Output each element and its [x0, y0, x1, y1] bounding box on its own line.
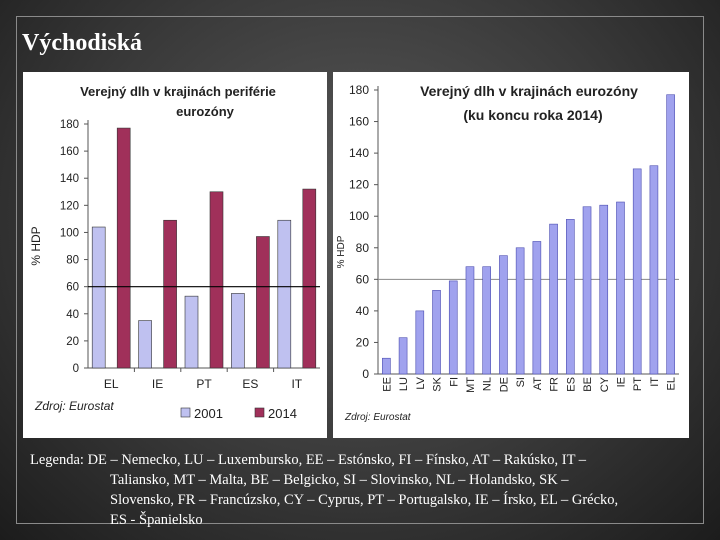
y-tick-label: 20: [66, 336, 79, 348]
bar-2001-IE: [138, 320, 152, 369]
x-tick-label: BE: [582, 377, 594, 392]
y-axis-label: % HDP: [336, 235, 347, 268]
x-tick-label: IT: [291, 377, 302, 391]
chart-title-line: (ku koncu roka 2014): [463, 107, 602, 123]
bar-2001-PT: [184, 295, 199, 369]
chart-periphery: Verejný dlh v krajinách periférie eurozón…: [29, 84, 320, 421]
y-tick-label: 120: [60, 200, 79, 212]
x-tick-label: IT: [649, 377, 661, 387]
y-tick-label: 40: [356, 304, 370, 318]
bar-SK: [432, 290, 441, 375]
slide-title: Východiská: [22, 30, 143, 56]
legend-text: Legenda: DE – Nemecko, LU – Luxembursko,…: [30, 450, 695, 530]
x-tick-label: LV: [415, 376, 427, 389]
bar-FR: [549, 223, 558, 375]
bar-2001-ES: [231, 293, 245, 369]
y-tick-label: 160: [60, 146, 79, 158]
bar-2014-PT: [209, 191, 224, 369]
bar-2014-ES: [256, 236, 270, 369]
chart-eurozone: Verejný dlh v krajinách eurozóny (ku konc…: [336, 83, 679, 423]
bar-NL: [482, 266, 491, 375]
x-tick-label: PT: [196, 377, 212, 391]
legend-line: Legenda: DE – Nemecko, LU – Luxembursko,…: [30, 452, 587, 468]
x-tick-label: FR: [549, 377, 561, 392]
legend-line: ES - Španielsko: [110, 512, 203, 528]
slide-frame: [16, 16, 704, 524]
chart-title-line: Verejný dlh v krajinách eurozóny: [420, 83, 638, 99]
y-tick-label: 60: [356, 272, 370, 286]
x-tick-label: CY: [599, 376, 611, 392]
source-label: Zdroj: Eurostat: [344, 412, 412, 423]
y-tick-label: 100: [60, 227, 79, 239]
y-tick-label: 100: [349, 209, 369, 223]
bar-2001-EL: [91, 226, 106, 369]
x-tick-label: IE: [615, 377, 627, 387]
y-tick-label: 0: [73, 363, 79, 375]
bar-IE: [616, 201, 625, 375]
y-tick-label: 60: [66, 282, 79, 294]
source-label: Zdroj: Eurostat: [34, 399, 114, 413]
x-tick-label: PT: [632, 377, 644, 391]
bar-MT: [465, 266, 475, 375]
chart-title-line: Verejný dlh v krajinách periférie: [80, 84, 276, 99]
y-tick-label: 160: [349, 115, 369, 129]
bar-PT: [632, 168, 642, 375]
x-tick-label: EE: [381, 377, 393, 392]
x-tick-label: ES: [565, 377, 577, 392]
y-tick-label: 180: [60, 119, 79, 131]
y-tick-label: 140: [60, 173, 79, 185]
x-tick-label: ES: [242, 377, 258, 391]
bar-LU: [398, 337, 408, 375]
chart-eurozone-panel: Verejný dlh v krajinách eurozóny (ku konc…: [333, 72, 689, 438]
y-tick-label: 80: [356, 241, 370, 255]
legend-label-2001: 2001: [194, 406, 223, 421]
bar-2001-IT: [277, 219, 292, 369]
legend-swatch-2014: [254, 407, 265, 418]
bar-2014-IT: [302, 188, 317, 369]
bar-FI: [448, 280, 458, 375]
y-tick-label: 120: [349, 178, 369, 192]
bar-IT: [649, 165, 659, 375]
y-tick-label: 40: [66, 309, 79, 321]
x-tick-label: FI: [448, 377, 460, 387]
y-axis-label: % HDP: [29, 226, 43, 265]
y-tick-label: 20: [356, 335, 370, 349]
x-tick-label: LU: [398, 377, 410, 391]
bar-2014-IE: [163, 219, 177, 369]
x-tick-label: SK: [432, 376, 444, 391]
bar-SI: [515, 247, 525, 375]
y-tick-label: 180: [349, 83, 369, 97]
x-tick-label: IE: [152, 377, 163, 391]
x-tick-label: DE: [498, 377, 510, 392]
bar-DE: [499, 255, 508, 375]
legend-line: Taliansko, MT – Malta, BE – Belgicko, SI…: [110, 472, 569, 488]
legend-line: Slovensko, FR – Francúzsko, CY – Cyprus,…: [110, 492, 619, 508]
x-tick-label: EL: [104, 377, 119, 391]
legend-label-2014: 2014: [268, 406, 297, 421]
x-tick-label: AT: [532, 377, 544, 391]
y-tick-label: 0: [362, 367, 369, 381]
bar-ES: [566, 219, 575, 375]
y-tick-label: 80: [66, 255, 79, 267]
bar-EE: [382, 357, 391, 375]
legend-swatch-2001: [180, 407, 191, 418]
bar-EL: [666, 94, 675, 375]
x-tick-label: NL: [482, 377, 494, 391]
x-tick-label: SI: [515, 377, 527, 387]
x-tick-label: MT: [465, 377, 477, 393]
bar-CY: [599, 204, 609, 375]
chart-title-line: eurozóny: [176, 104, 235, 119]
bar-AT: [532, 241, 542, 375]
bar-LV: [415, 310, 425, 375]
chart-periphery-panel: Verejný dlh v krajinách periférie eurozón…: [23, 72, 327, 438]
bar-BE: [582, 206, 592, 375]
y-tick-label: 140: [349, 146, 369, 160]
x-tick-label: EL: [666, 377, 678, 390]
bar-2014-EL: [116, 127, 131, 369]
